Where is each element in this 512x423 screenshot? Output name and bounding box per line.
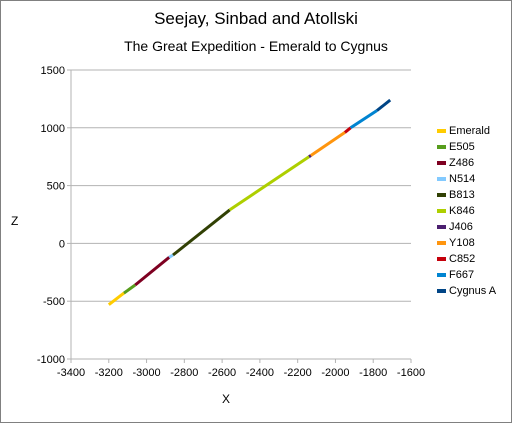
- x-tick-label: -3400: [57, 367, 85, 379]
- legend-label: Cygnus A: [449, 285, 497, 297]
- legend-swatch: [437, 241, 446, 245]
- legend-label: F667: [449, 269, 475, 281]
- legend-swatch: [437, 289, 446, 293]
- legend-swatch: [437, 273, 446, 277]
- x-tick-label: -2600: [208, 367, 236, 379]
- legend-swatch: [437, 225, 446, 229]
- y-tick-label: 0: [59, 238, 65, 250]
- series-line-b813: [172, 208, 231, 257]
- series-line-y108: [310, 131, 346, 157]
- legend-item: F667: [437, 267, 496, 283]
- legend-item: K846: [437, 203, 496, 219]
- legend-label: E505: [449, 141, 475, 153]
- legend-item: C852: [437, 251, 496, 267]
- legend-label: J406: [449, 221, 473, 233]
- chart-subtitle: The Great Expedition - Emerald to Cygnus: [124, 38, 388, 54]
- legend-label: Y108: [449, 237, 475, 249]
- legend-swatch: [437, 177, 446, 181]
- x-tick-label: -2000: [321, 367, 349, 379]
- series-line-k846: [228, 155, 310, 212]
- x-tick-label: -1600: [397, 367, 425, 379]
- legend-label: K846: [449, 205, 475, 217]
- legend-item: B813: [437, 187, 496, 203]
- y-tick-label: -1000: [37, 354, 65, 366]
- legend-item: Emerald: [437, 123, 496, 139]
- legend-item: Y108: [437, 235, 496, 251]
- legend-swatch: [437, 129, 446, 133]
- legend-item: Cygnus A: [437, 283, 496, 299]
- x-axis-label: X: [222, 392, 231, 406]
- y-axis-label: Z: [11, 214, 19, 228]
- legend-item: E505: [437, 139, 496, 155]
- legend-label: N514: [449, 173, 476, 185]
- y-tick-label: -500: [43, 296, 65, 308]
- series-line-z486: [134, 256, 171, 287]
- y-tick-label: 1500: [41, 65, 65, 77]
- x-tick-label: -2400: [246, 367, 274, 379]
- series-line-emerald: [107, 291, 125, 306]
- legend-label: C852: [449, 253, 476, 265]
- chart-title: Seejay, Sinbad and Atollski: [154, 9, 358, 28]
- legend-label: B813: [449, 189, 475, 201]
- legend: Emerald E505 Z486 N514 B813 K846 J406 Y108 C852 F…: [437, 123, 496, 299]
- legend-swatch: [437, 161, 446, 165]
- x-tick-label: -2200: [284, 367, 312, 379]
- legend-swatch: [437, 145, 446, 149]
- legend-item: J406: [437, 219, 496, 235]
- legend-swatch: [437, 209, 446, 213]
- y-tick-label: 1000: [41, 123, 65, 135]
- series-line-n514: [168, 253, 174, 259]
- x-tick-label: -1800: [359, 367, 387, 379]
- legend-label: Z486: [449, 157, 475, 169]
- legend-swatch: [437, 193, 446, 197]
- x-tick-label: -2800: [170, 367, 198, 379]
- series-line-j406: [308, 154, 312, 158]
- series-line-f667: [349, 109, 378, 130]
- legend-label: Emerald: [449, 125, 490, 137]
- series-line-cygnus-a: [376, 98, 392, 112]
- legend-item: Z486: [437, 155, 496, 171]
- x-tick-label: -3000: [132, 367, 160, 379]
- legend-item: N514: [437, 171, 496, 187]
- legend-swatch: [437, 257, 446, 261]
- x-tick-label: -3200: [95, 367, 123, 379]
- series-line-c852: [343, 126, 352, 134]
- series-line-e505: [123, 283, 137, 295]
- y-tick-label: 500: [47, 181, 65, 193]
